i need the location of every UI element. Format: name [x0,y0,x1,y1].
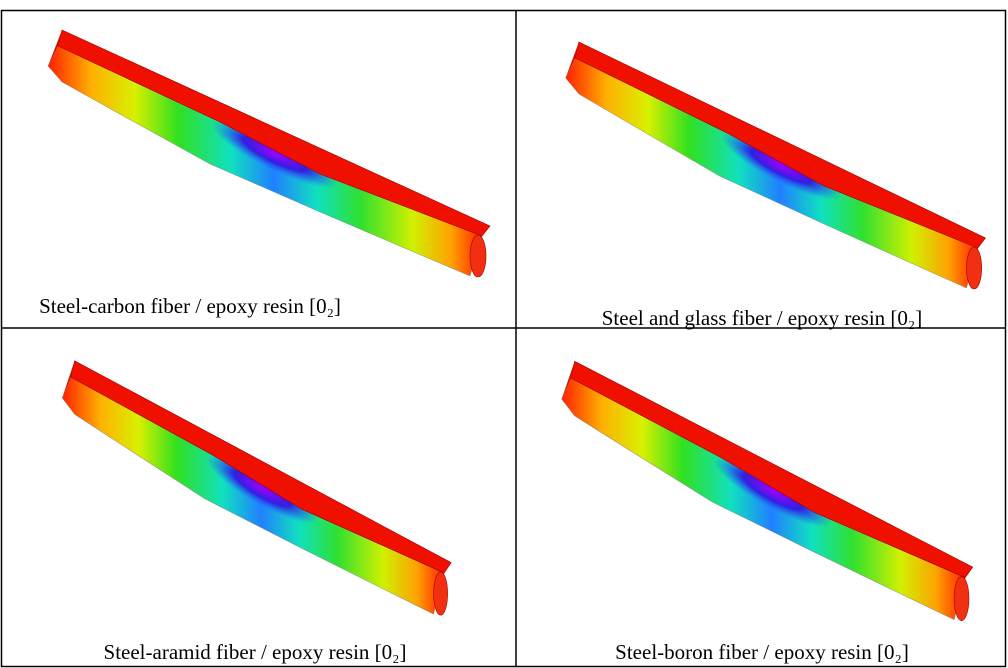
caption: Steel and glass fiber / epoxy resin [0₂] [602,306,923,331]
caption: Steel-boron fiber / epoxy resin [0₂] [615,640,909,665]
figure: Steel-carbon fiber / epoxy resin [0₂] St… [0,0,1008,668]
beam-image [566,42,986,289]
figure-graphics [0,0,1008,668]
beam-image [62,361,451,615]
beam-image [562,361,973,620]
caption: Steel-aramid fiber / epoxy resin [0₂] [104,640,407,665]
beam-image [48,30,490,277]
caption: Steel-carbon fiber / epoxy resin [0₂] [39,294,341,319]
